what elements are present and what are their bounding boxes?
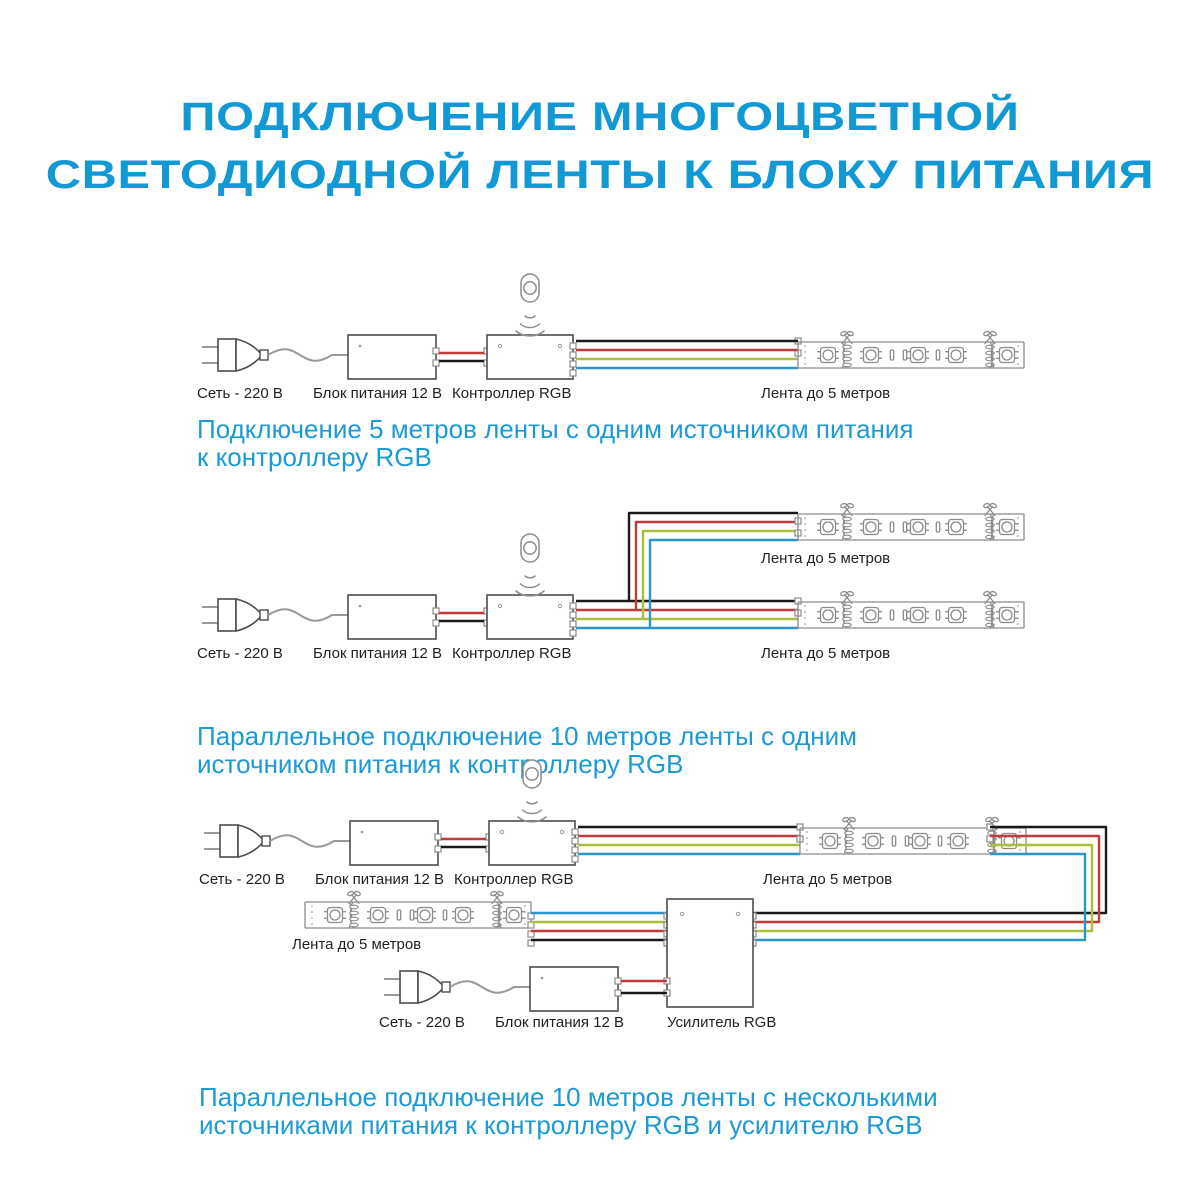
svg-text:Сеть - 220 В: Сеть - 220 В [199,871,285,888]
svg-text:Блок питания 12 В: Блок питания 12 В [495,1014,624,1031]
svg-text:Лента до 5 метров: Лента до 5 метров [761,645,890,662]
svg-text:Параллельное подключение 10 ме: Параллельное подключение 10 метров ленты… [197,721,857,751]
svg-text:Лента до 5 метров: Лента до 5 метров [761,550,890,567]
svg-text:Лента до 5 метров: Лента до 5 метров [292,936,421,953]
svg-text:Лента до 5 метров: Лента до 5 метров [761,385,890,402]
svg-text:Параллельное подключение 10 ме: Параллельное подключение 10 метров ленты… [199,1082,938,1112]
svg-text:Контроллер RGB: Контроллер RGB [452,385,571,402]
svg-text:Блок питания 12 В: Блок питания 12 В [313,645,442,662]
svg-text:Сеть - 220 В: Сеть - 220 В [197,385,283,402]
svg-text:к контроллеру RGB: к контроллеру RGB [197,442,432,472]
svg-text:Усилитель RGB: Усилитель RGB [667,1014,776,1031]
svg-text:Блок питания 12 В: Блок питания 12 В [315,871,444,888]
svg-text:Лента до 5 метров: Лента до 5 метров [763,871,892,888]
svg-text:Контроллер RGB: Контроллер RGB [454,871,573,888]
svg-text:Сеть - 220 В: Сеть - 220 В [197,645,283,662]
svg-text:Контроллер RGB: Контроллер RGB [452,645,571,662]
svg-text:источниками питания к контролл: источниками питания к контроллеру RGB и … [199,1110,923,1140]
svg-text:источником питания к контролле: источником питания к контроллеру RGB [197,749,683,779]
svg-text:Сеть - 220 В: Сеть - 220 В [379,1014,465,1031]
svg-text:Подключение 5 метров ленты с о: Подключение 5 метров ленты с одним источ… [197,414,914,444]
svg-text:Блок питания 12 В: Блок питания 12 В [313,385,442,402]
